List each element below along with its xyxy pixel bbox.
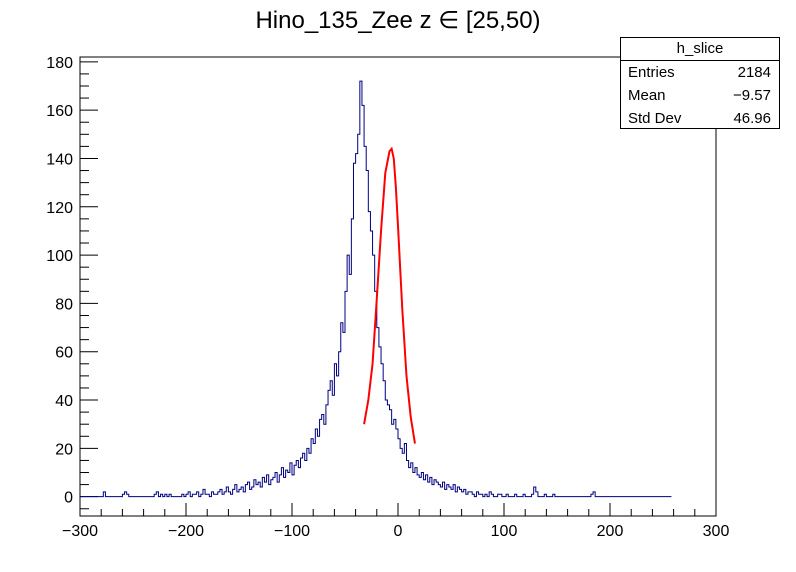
y-tick-label: 120	[46, 200, 73, 217]
fit-line	[363, 146, 416, 444]
y-tick-label: 20	[55, 441, 73, 458]
stats-value: 46.96	[733, 110, 771, 127]
x-tick-label: −200	[168, 523, 204, 540]
stats-row-mean: Mean −9.57	[621, 84, 779, 107]
chart-title: Hino_135_Zee z ∈ [25,50)	[255, 7, 541, 34]
y-tick-label: 60	[55, 345, 73, 362]
y-tick-label: 40	[55, 393, 73, 410]
stats-label: Std Dev	[628, 110, 682, 127]
y-tick-label: 100	[46, 248, 73, 265]
y-tick-label: 160	[46, 103, 73, 120]
stats-box-title: h_slice	[621, 38, 779, 61]
stats-value: 2184	[737, 64, 771, 81]
x-tick-label: −300	[62, 523, 98, 540]
y-tick-label: 80	[55, 296, 73, 313]
axes: −300 −200 −100 0 100 200 300 0 20 40 60 80 100 120 140…	[46, 55, 729, 540]
y-tick-label: 0	[64, 490, 73, 507]
stats-label: Mean	[628, 87, 666, 104]
stats-label: Entries	[628, 64, 675, 81]
stats-value: −9.57	[733, 87, 771, 104]
x-tick-label: 100	[491, 523, 518, 540]
y-tick-label: 140	[46, 151, 73, 168]
x-tick-label: 300	[703, 523, 730, 540]
stats-box: h_slice Entries 2184 Mean −9.57 Std Dev …	[620, 37, 780, 129]
stats-row-entries: Entries 2184	[621, 61, 779, 84]
x-tick-label: 200	[597, 523, 624, 540]
fit-curve	[363, 146, 416, 444]
histogram-step	[80, 80, 672, 498]
y-tick-label: 180	[46, 55, 73, 72]
x-tick-label: −100	[274, 523, 310, 540]
stats-row-stddev: Std Dev 46.96	[621, 107, 779, 130]
histogram-series	[80, 80, 672, 498]
x-tick-label: 0	[394, 523, 403, 540]
